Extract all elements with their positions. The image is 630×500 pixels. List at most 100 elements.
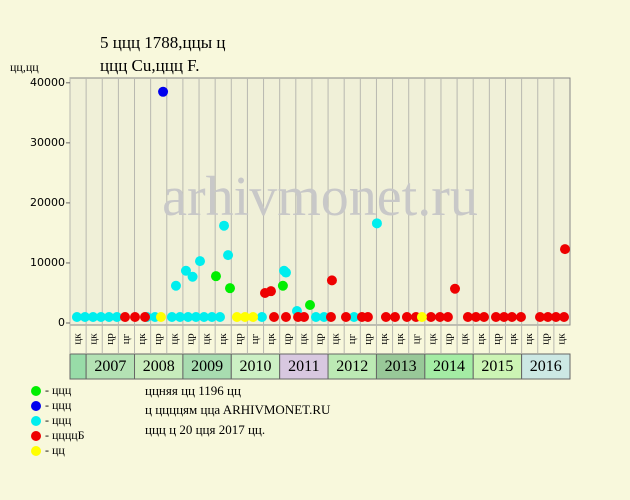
slot-label: цр	[314, 333, 326, 345]
year-label: 2012	[336, 358, 368, 375]
point	[340, 311, 351, 322]
slot-label: цр	[539, 333, 551, 345]
point	[240, 311, 250, 322]
point	[380, 311, 391, 322]
legend-marker	[31, 446, 41, 456]
year-label: 2013	[385, 358, 417, 375]
point	[470, 311, 481, 322]
slot-label: цг	[120, 333, 132, 344]
point	[371, 218, 382, 229]
year-label: 2010	[239, 358, 271, 375]
point	[515, 311, 526, 322]
point	[542, 311, 553, 322]
year-label: 2008	[143, 358, 175, 375]
slot-label: цк	[297, 333, 309, 345]
slot-label: цк	[394, 333, 406, 345]
slot-label: цк	[168, 333, 180, 345]
point	[490, 311, 501, 322]
point	[450, 283, 460, 294]
slot-label: цк	[217, 333, 229, 345]
point	[256, 311, 267, 322]
y-tick-label: 20000	[30, 196, 65, 209]
point	[183, 311, 194, 322]
slot-label: цр	[104, 333, 116, 345]
point	[166, 311, 177, 322]
slot-label: цк	[459, 333, 471, 345]
year-cell	[327, 353, 377, 380]
point	[299, 311, 310, 322]
point	[195, 256, 205, 267]
legend-label: - ццц	[45, 398, 72, 412]
slot-label: цр	[491, 333, 503, 345]
point	[265, 286, 276, 297]
point	[95, 311, 106, 322]
point	[462, 311, 473, 322]
slot-label: цр	[362, 333, 374, 345]
y-axis-label: цц,цц	[10, 60, 39, 74]
chart-subtitle: ццц Cu,ццц F.	[100, 56, 200, 75]
point	[310, 311, 321, 322]
point	[219, 220, 230, 231]
point	[416, 311, 427, 322]
legend-marker	[31, 431, 41, 441]
point	[390, 311, 400, 322]
point	[401, 311, 412, 322]
chart-title: 5 ццц 1788,ццы ц	[100, 33, 226, 52]
slot-label: цг	[249, 333, 261, 344]
point	[158, 86, 169, 97]
point	[319, 311, 330, 322]
footer-line: ццц ц 20 цця 2017 цц.	[145, 422, 265, 437]
slot-label: цк	[555, 333, 567, 345]
point	[280, 267, 291, 278]
point	[325, 311, 336, 322]
year-label: 2014	[433, 358, 465, 375]
point	[499, 311, 510, 322]
point	[506, 311, 517, 322]
slot-label: цк	[523, 333, 535, 345]
point	[326, 275, 337, 286]
year-label: 2011	[288, 358, 319, 375]
plot-area	[69, 77, 571, 326]
point	[187, 271, 198, 282]
slot-label: цг	[346, 333, 358, 344]
year-cell	[521, 353, 571, 380]
point	[199, 311, 210, 322]
point	[104, 311, 115, 322]
year-cell	[69, 353, 87, 380]
slot-label: цк	[72, 333, 84, 345]
slot-label: цк	[201, 333, 213, 345]
point	[180, 265, 191, 276]
slot-label: цк	[378, 333, 390, 345]
point	[140, 311, 150, 322]
point	[71, 311, 82, 322]
watermark: arhivmonet.ru	[162, 166, 478, 228]
legend-marker	[31, 401, 41, 411]
point	[190, 311, 201, 322]
y-tick-label: 40000	[30, 76, 65, 89]
point	[425, 311, 436, 322]
slot-label: цр	[233, 333, 245, 345]
y-tick-label: 30000	[30, 136, 65, 149]
point	[559, 311, 570, 322]
point	[280, 311, 291, 322]
point	[535, 311, 545, 322]
point	[442, 311, 453, 322]
slot-label: цр	[184, 333, 196, 345]
footer-line: ц ццццям ццa ARHIVMONET.RU	[145, 402, 331, 417]
year-cell	[134, 353, 184, 380]
point	[550, 311, 561, 322]
point	[305, 299, 315, 310]
legend-label: - цц	[45, 443, 65, 457]
point	[231, 311, 242, 322]
legend-label: - ццц	[45, 383, 72, 397]
year-label: 2016	[530, 358, 562, 375]
point	[362, 311, 373, 322]
point	[155, 311, 166, 322]
year-cell	[230, 353, 281, 380]
point	[175, 311, 185, 322]
point	[206, 311, 217, 322]
legend-marker	[31, 416, 41, 426]
point	[269, 311, 280, 322]
y-tick-label: 10000	[30, 256, 65, 269]
